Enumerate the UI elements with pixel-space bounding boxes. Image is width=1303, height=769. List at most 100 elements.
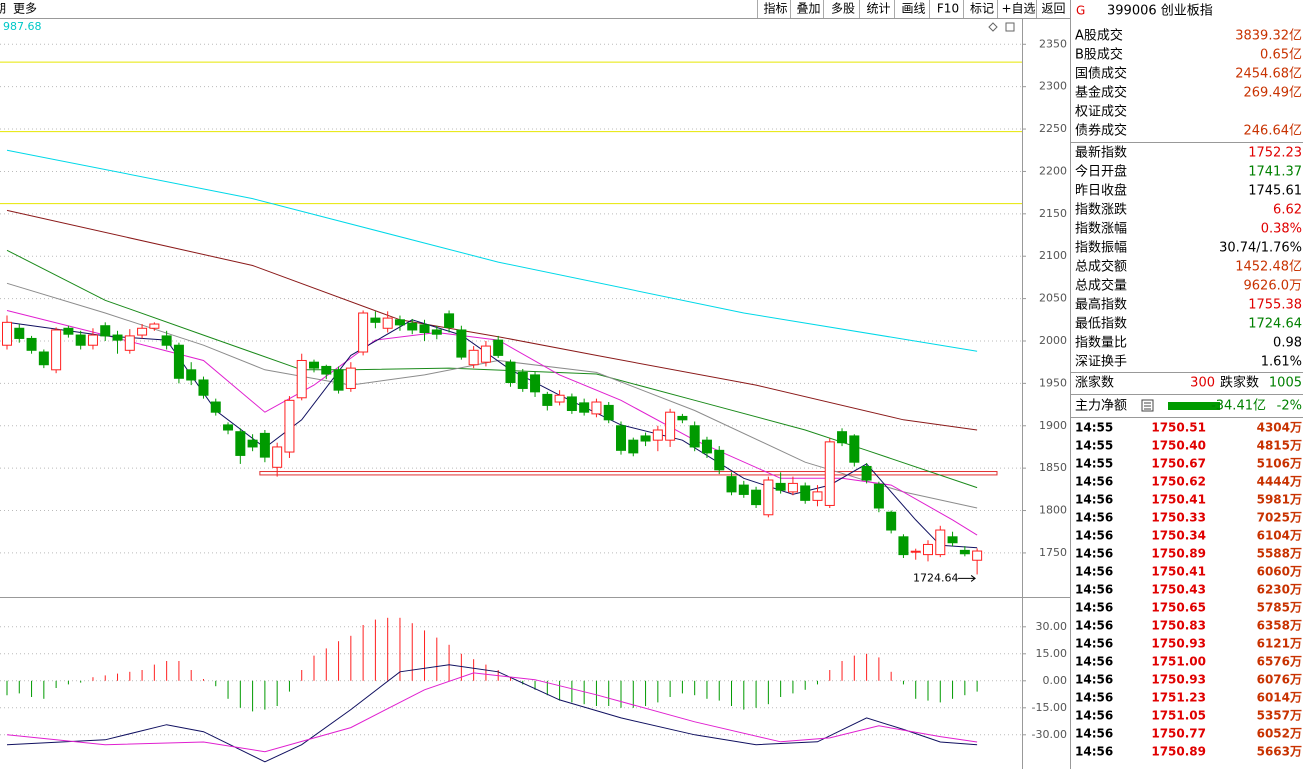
tick-volume: 5106万 [1257,457,1302,471]
quote-label: A股成交 [1075,28,1123,44]
square-icon[interactable] [1005,22,1015,32]
quote-label: 指数振幅 [1075,241,1127,256]
quote-value: 1755.38 [1248,298,1302,313]
tick-volume: 6576万 [1257,655,1302,669]
candle-body [652,429,663,441]
tick-volume: 5785万 [1257,601,1302,615]
candle-body [566,396,577,411]
candle-body [186,369,197,381]
moving-average [6,149,978,352]
quote-value: 1724.64 [1248,317,1302,332]
candle-body [272,446,283,468]
tick-time: 14:56 [1075,511,1113,525]
candle-body [837,431,848,444]
macd-line [6,672,978,753]
tick-price: 1750.41 [1151,565,1206,579]
quote-label: 最高指数 [1075,297,1127,313]
tick-price: 1751.05 [1151,709,1206,723]
quote-label: 基金成交 [1075,85,1127,101]
candle-body [530,374,541,393]
tick-price: 1750.77 [1151,727,1206,741]
candle-body [910,550,921,553]
candle-body [861,465,872,481]
tick-time: 14:56 [1075,583,1113,597]
candle-body [972,550,983,561]
diamond-icon[interactable] [988,22,998,32]
candle-body [223,424,234,431]
quote-value: 0.38% [1261,222,1302,237]
candle-body [505,361,516,384]
toolbar-button[interactable]: 指标 [763,1,787,16]
breadth-value: 300 [1190,376,1215,391]
candle-body [407,322,418,331]
tick-price: 1750.93 [1151,673,1206,687]
moving-average [6,249,978,489]
tick-volume: 4304万 [1257,421,1302,435]
toolbar-button[interactable]: F10 [937,2,959,16]
candle-body [456,329,467,358]
candle-body [259,432,270,458]
menu-text[interactable]: 更多 [13,2,37,16]
candle-body [100,325,111,337]
toolbar-button[interactable]: 叠加 [796,2,820,16]
tick-volume: 4815万 [1257,439,1302,453]
candle-body [726,476,737,493]
candle-body [628,439,639,454]
quote-label: 债券成交 [1075,123,1127,139]
tick-price: 1750.83 [1151,619,1206,633]
candle-body [382,317,393,329]
tick-time: 14:55 [1075,421,1113,435]
tick-volume: 5981万 [1257,493,1302,507]
y-tick-label: 1750 [1039,546,1067,559]
tick-time: 14:56 [1075,727,1113,741]
toolbar-button[interactable]: 标记 [970,2,994,16]
quote-value: 9626.0万 [1244,279,1303,294]
candle-body [284,399,295,453]
tick-time: 14:56 [1075,745,1113,759]
candle-body [751,489,762,506]
tick-volume: 5663万 [1257,745,1302,759]
quote-label: 总成交额 [1075,259,1127,275]
tick-price: 1750.33 [1151,511,1206,525]
y-tick-label: 2350 [1039,37,1067,50]
y-tick-label: 1950 [1039,376,1067,389]
tick-price: 1750.34 [1151,529,1206,543]
tick-time: 14:56 [1075,547,1113,561]
flow-label: 主力净额 [1075,399,1127,414]
y-tick-label: 1850 [1039,461,1067,474]
flow-icon[interactable] [1141,399,1154,412]
candle-body [137,327,148,336]
tick-time: 14:55 [1075,457,1113,471]
candle-body [345,367,356,389]
menu-text[interactable]: 期 [0,2,6,16]
toolbar-button[interactable]: +自选 [1001,2,1035,16]
quote-value: 2454.68亿 [1235,67,1302,82]
candle-body [468,349,479,366]
candle-body [235,431,246,456]
candle-body [886,511,897,531]
toolbar-button[interactable]: 画线 [901,2,925,16]
macd-line [6,664,978,763]
quote-label: 深证换手 [1075,355,1127,370]
tick-price: 1750.40 [1151,439,1206,453]
candle-body [419,324,430,334]
candle-body [701,439,712,454]
tick-time: 14:56 [1075,619,1113,633]
toolbar-button[interactable]: 多股 [831,2,855,16]
y-tick-label: 2300 [1039,80,1067,93]
quote-label: 指数涨跌 [1075,202,1127,218]
toolbar-button[interactable]: 返回 [1041,2,1065,16]
quote-label: 国债成交 [1075,66,1127,82]
tick-price: 1750.51 [1151,421,1206,435]
support-band [259,471,998,476]
tick-volume: 6060万 [1257,565,1302,579]
candle-body [75,334,86,346]
tick-volume: 5357万 [1257,709,1302,723]
candle-body [321,365,332,375]
candle-body [554,394,565,403]
quote-label: 最新指数 [1075,145,1127,161]
candle-body [247,439,258,448]
badge-box [1072,4,1084,17]
toolbar-button[interactable]: 统计 [866,2,890,16]
candle-body [873,483,884,509]
